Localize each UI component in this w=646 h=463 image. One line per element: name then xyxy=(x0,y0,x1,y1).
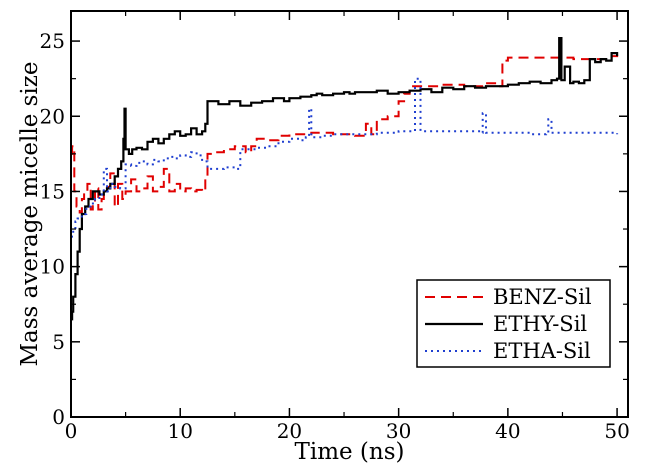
series-line-ethy-sil xyxy=(71,37,619,321)
x-tick-label: 20 xyxy=(277,419,302,443)
ticks-layer: 0 10 20 30 40 50 0 5 10 15 20 25 xyxy=(40,11,630,443)
x-tick-label: 30 xyxy=(386,419,411,443)
y-tick-label: 20 xyxy=(40,104,65,128)
plot-frame xyxy=(70,10,629,418)
x-tick-label: 50 xyxy=(604,419,629,443)
series-line-benz-sil xyxy=(71,54,619,214)
y-tick-label: 5 xyxy=(52,330,65,354)
x-tick-label: 0 xyxy=(65,419,78,443)
y-tick-label: 10 xyxy=(40,255,65,279)
legend-label-benz-sil: BENZ-Sil xyxy=(493,285,592,309)
legend-label-etha-sil: ETHA-Sil xyxy=(493,339,591,363)
y-tick-label: 0 xyxy=(52,405,65,429)
legend-label-ethy-sil: ETHY-Sil xyxy=(493,312,587,336)
legend: BENZ-Sil ETHY-Sil ETHA-Sil xyxy=(416,279,611,368)
series-layer xyxy=(71,37,619,321)
x-tick-label: 10 xyxy=(167,419,192,443)
series-line-etha-sil xyxy=(71,77,619,238)
y-tick-label: 25 xyxy=(40,29,65,53)
y-tick-label: 15 xyxy=(40,179,65,203)
x-axis-title: Time (ns) xyxy=(295,439,405,463)
y-axis-title: Mass average micelle size xyxy=(17,61,43,366)
x-tick-label: 40 xyxy=(495,419,520,443)
